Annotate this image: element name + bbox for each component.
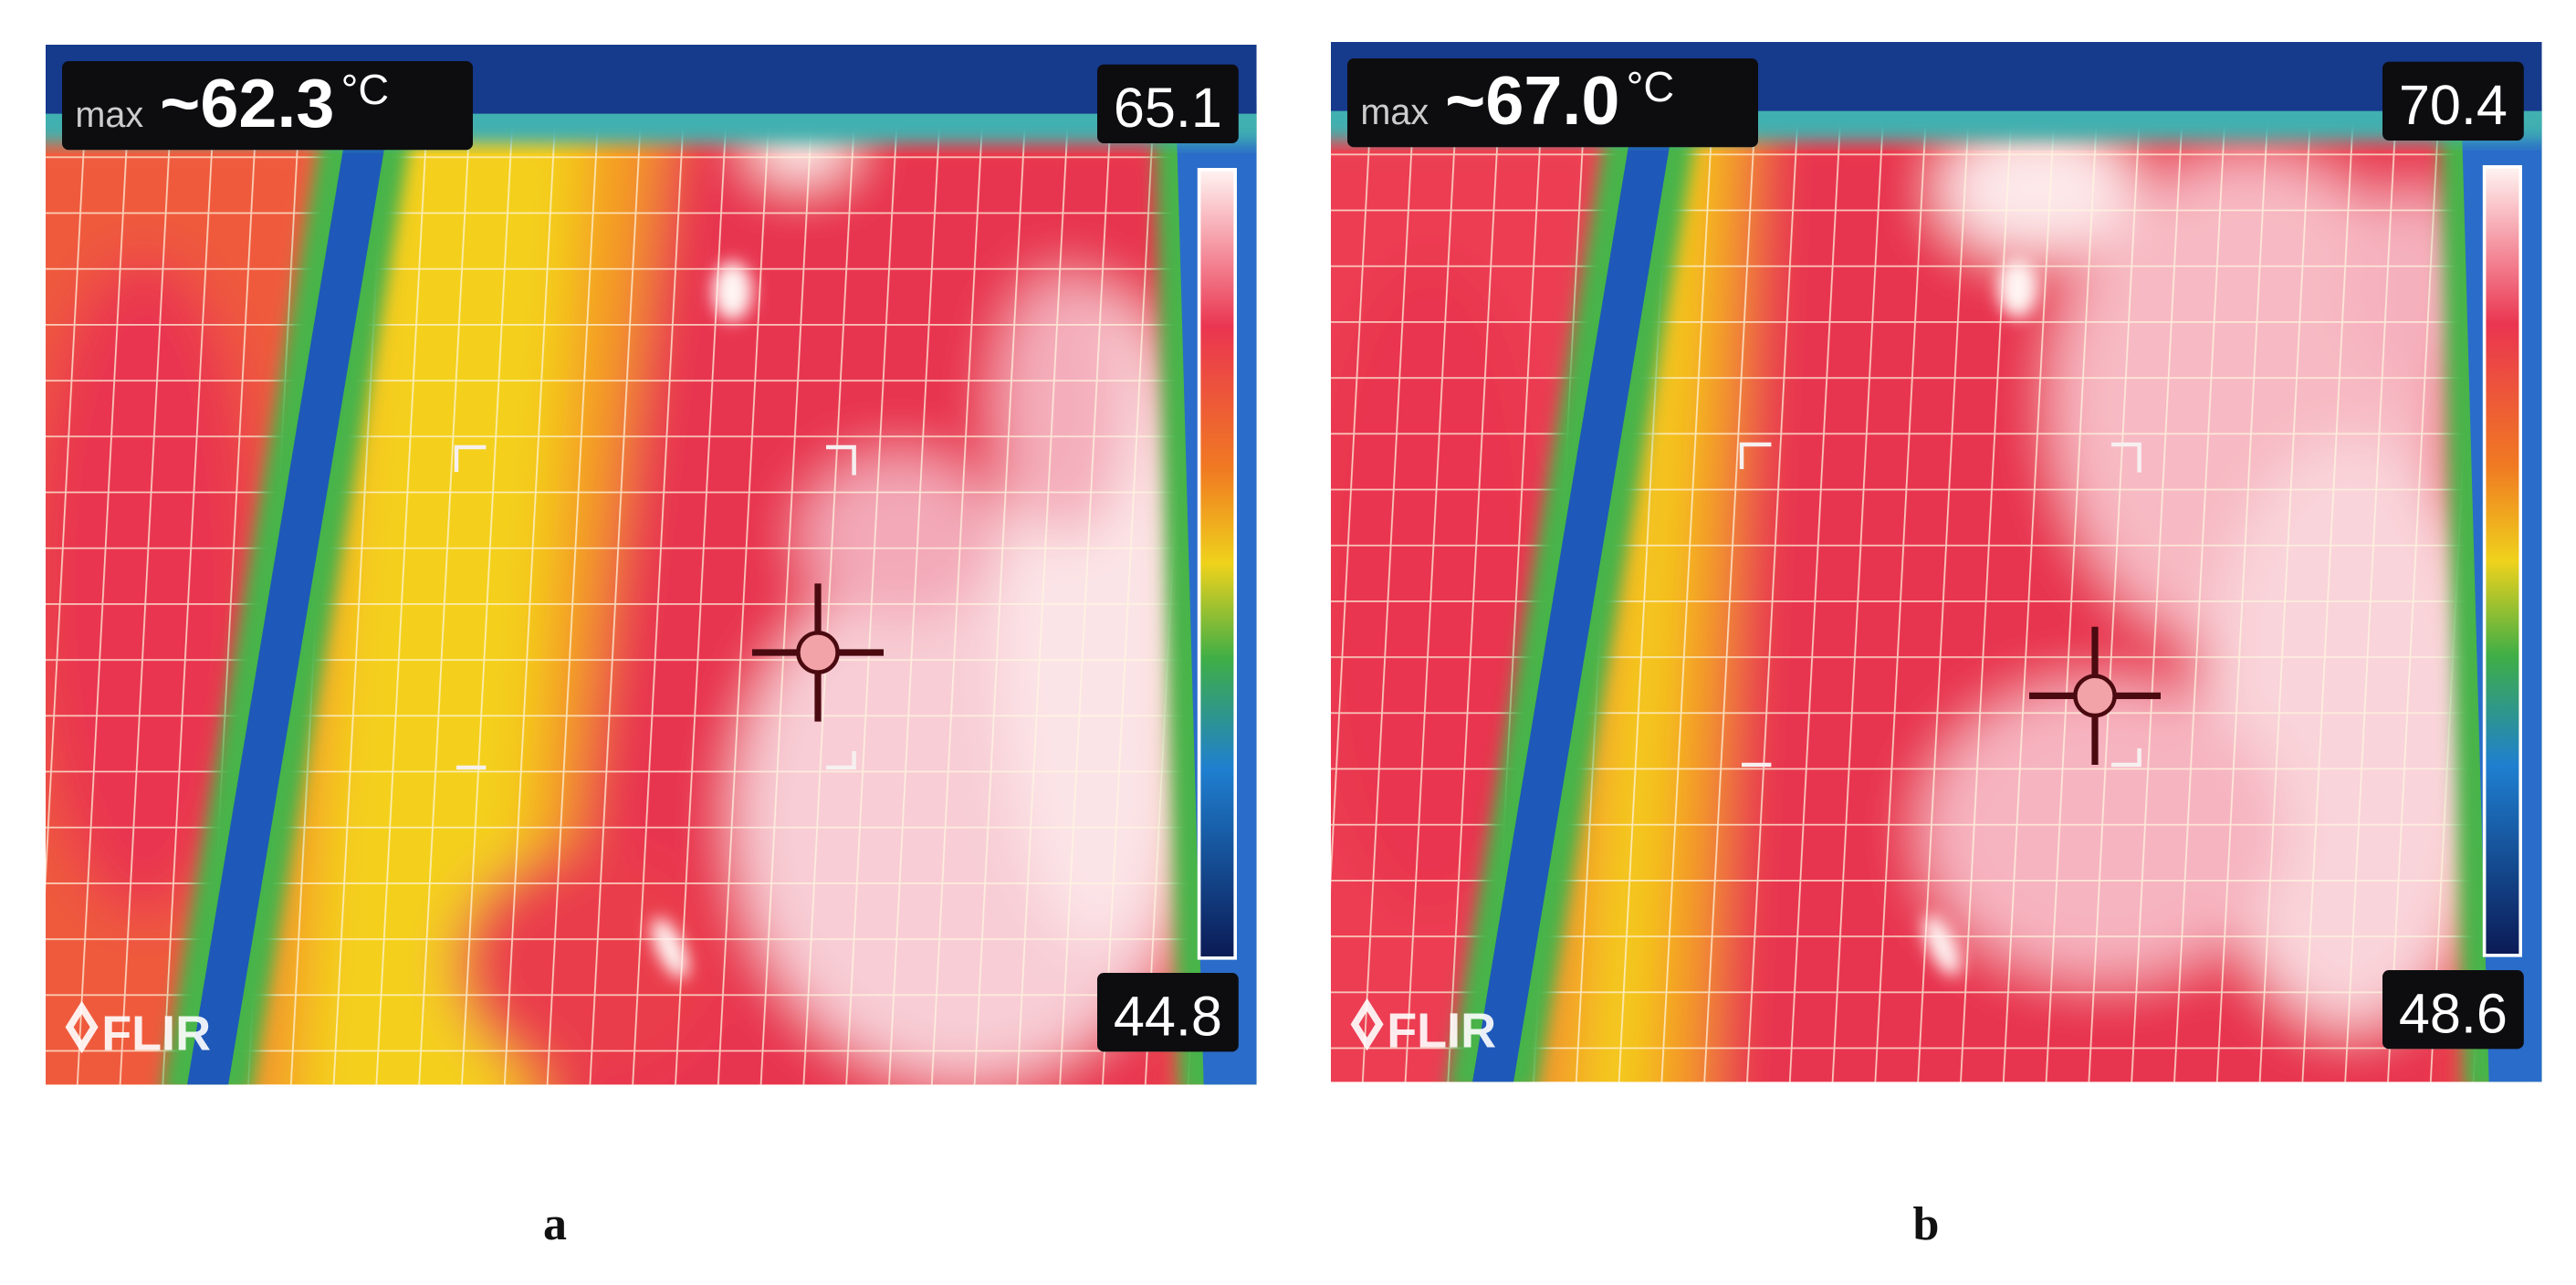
logo: FLIR bbox=[1387, 1004, 1496, 1059]
logo-mark bbox=[1350, 998, 1384, 1051]
max-label: max bbox=[75, 95, 143, 135]
unit: °C bbox=[1627, 63, 1675, 110]
max-box bbox=[62, 61, 473, 151]
crosshair-circle bbox=[796, 631, 840, 674]
scale-min-box bbox=[2382, 970, 2524, 1050]
thermal-image bbox=[1331, 42, 2542, 1082]
max-value: ~62.3 bbox=[160, 66, 334, 142]
thermal-image bbox=[46, 45, 1257, 1085]
reflections bbox=[1923, 258, 2037, 977]
max-value: ~67.0 bbox=[1445, 63, 1619, 140]
crosshair bbox=[2028, 626, 2161, 765]
panel-label: a bbox=[543, 1198, 567, 1250]
color-scale bbox=[1197, 167, 1237, 960]
rail bbox=[1472, 107, 1676, 1082]
scale-min: 48.6 bbox=[2399, 982, 2508, 1044]
bracket bbox=[1739, 442, 1772, 469]
crosshair bbox=[751, 583, 884, 722]
thermal-panel: max ~67.0 °C 70.4 48.6 FLIR bbox=[1331, 42, 2542, 1082]
reflections bbox=[651, 261, 752, 979]
color-scale bbox=[2482, 164, 2522, 957]
unit: °C bbox=[341, 66, 390, 113]
scale-max-box bbox=[2382, 61, 2524, 141]
crosshair-circle bbox=[2073, 674, 2117, 718]
reflection bbox=[651, 917, 689, 979]
scale-min: 44.8 bbox=[1114, 985, 1222, 1047]
panel-label: b bbox=[1913, 1198, 1940, 1250]
max-box bbox=[1347, 58, 1758, 148]
scale-max: 65.1 bbox=[1114, 77, 1222, 139]
max-readout: max ~62.3 °C bbox=[75, 66, 389, 142]
bracket bbox=[2110, 442, 2141, 473]
scale-min-box bbox=[1097, 973, 1239, 1052]
bracket bbox=[825, 444, 856, 475]
thermal-panel: max ~62.3 °C 65.1 44.8 FLIR bbox=[46, 45, 1257, 1085]
max-readout: max ~67.0 °C bbox=[1360, 63, 1674, 140]
logo-mark bbox=[65, 1000, 99, 1054]
rail bbox=[187, 110, 391, 1085]
bracket bbox=[825, 750, 856, 770]
scale-max-box bbox=[1097, 64, 1239, 143]
scale-max: 70.4 bbox=[2399, 74, 2508, 136]
crosshair-lines bbox=[751, 583, 884, 722]
crosshair-lines bbox=[2028, 626, 2161, 765]
reflection bbox=[712, 261, 752, 321]
spot-brackets bbox=[454, 444, 856, 770]
max-label: max bbox=[1360, 92, 1429, 132]
bracket bbox=[2110, 747, 2141, 768]
reflection bbox=[1923, 914, 1961, 977]
spot-brackets bbox=[1739, 442, 2141, 768]
logo: FLIR bbox=[101, 1007, 211, 1061]
reflection bbox=[1997, 258, 2037, 319]
bracket bbox=[454, 444, 487, 472]
